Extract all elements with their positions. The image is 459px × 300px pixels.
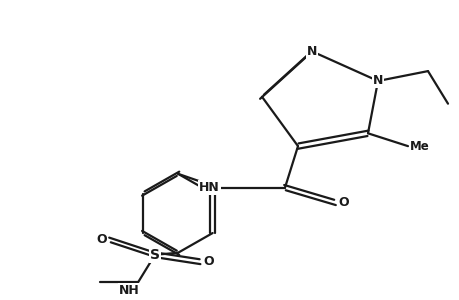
Text: NH: NH	[119, 284, 140, 297]
Text: N: N	[372, 74, 382, 88]
Text: O: O	[337, 196, 348, 209]
Text: Me: Me	[409, 140, 429, 153]
Text: N: N	[306, 45, 317, 58]
Text: HN: HN	[199, 181, 219, 194]
Text: O: O	[96, 233, 107, 247]
Text: S: S	[150, 248, 160, 262]
Text: O: O	[202, 255, 213, 268]
